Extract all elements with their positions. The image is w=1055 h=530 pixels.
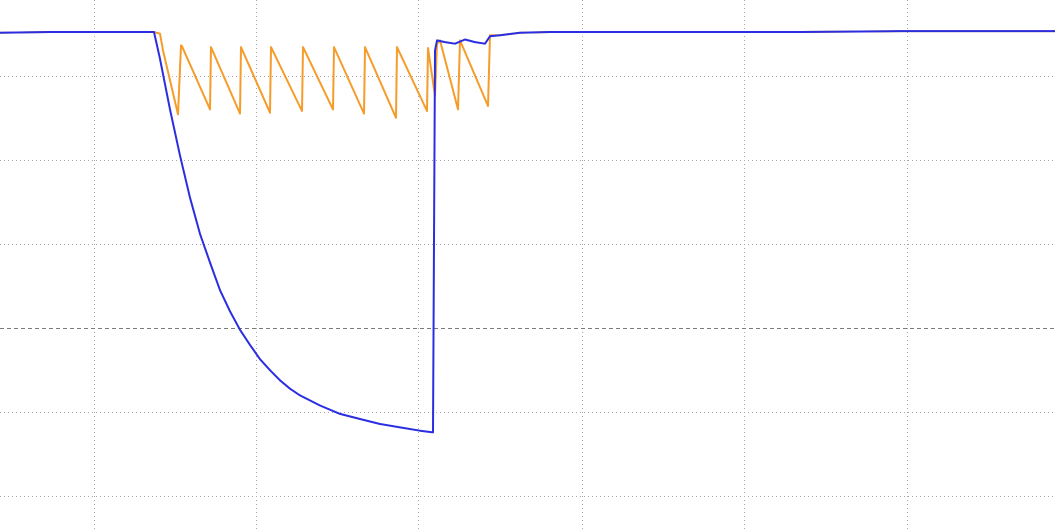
orange-trace [0,30,1055,119]
traces [0,30,1055,434]
blue-trace [0,30,1055,434]
